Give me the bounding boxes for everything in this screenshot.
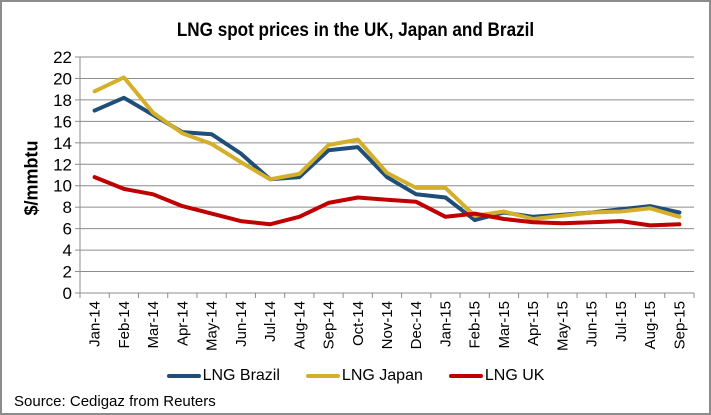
- legend-item-brazil: LNG Brazil: [166, 367, 280, 385]
- y-tick-label: 0: [63, 284, 72, 303]
- y-tick-label: 18: [53, 91, 72, 110]
- x-tick-label: Feb-14: [116, 301, 133, 349]
- y-tick-label: 22: [53, 48, 72, 67]
- x-tick-label: May-15: [554, 301, 571, 351]
- x-tick-label: Jul-15: [613, 301, 630, 342]
- series-line-lng-japan: [92, 75, 682, 221]
- x-tick-label: Aug-14: [291, 301, 308, 349]
- y-tick-label: 16: [53, 112, 72, 131]
- x-tick-label: May-14: [204, 301, 221, 351]
- source-note: Source: Cedigaz from Reuters: [14, 393, 216, 410]
- y-tick-label: 2: [63, 263, 72, 282]
- x-tick-label: Mar-14: [145, 301, 162, 349]
- y-tick-label: 12: [53, 155, 72, 174]
- legend-label-brazil: LNG Brazil: [202, 367, 280, 384]
- y-tick-label: 4: [63, 241, 72, 260]
- y-tick-label: 6: [63, 220, 72, 239]
- x-tick-label: Apr-14: [174, 301, 191, 346]
- x-tick-label: Jun-15: [584, 301, 601, 347]
- x-tick-label: Apr-15: [525, 301, 542, 346]
- x-tick-label: Aug-15: [642, 301, 659, 349]
- y-tick-label: 10: [53, 177, 72, 196]
- legend-label-japan: LNG Japan: [341, 367, 423, 384]
- chart-title: LNG spot prices in the UK, Japan and Bra…: [176, 20, 535, 41]
- legend-item-japan: LNG Japan: [305, 367, 423, 385]
- x-tick-label: Jan-15: [437, 301, 454, 347]
- y-tick-label: 14: [53, 134, 72, 153]
- x-tick-label: Feb-15: [467, 301, 484, 349]
- series-line-lng-uk: [92, 175, 682, 228]
- x-tick-label: Dec-14: [408, 301, 425, 349]
- x-tick-label: Mar-15: [496, 301, 513, 349]
- legend-swatch-uk: [448, 374, 483, 378]
- x-tick-label: Sep-15: [671, 301, 688, 349]
- legend: LNG Brazil LNG Japan LNG UK: [0, 367, 711, 385]
- x-tick-label: Jan-14: [87, 301, 104, 347]
- x-tick-label: Nov-14: [379, 301, 396, 349]
- legend-swatch-brazil: [166, 374, 201, 378]
- y-tick-label: 8: [63, 198, 72, 217]
- x-tick-label: Oct-14: [350, 301, 367, 346]
- x-tick-label: Jun-14: [233, 301, 250, 347]
- legend-swatch-japan: [305, 374, 340, 378]
- legend-item-uk: LNG UK: [448, 367, 545, 385]
- legend-label-uk: LNG UK: [484, 367, 545, 384]
- y-tick-label: 20: [53, 69, 72, 88]
- series-line-lng-brazil: [92, 95, 682, 223]
- x-tick-label: Sep-14: [321, 301, 338, 349]
- x-tick-label: Jul-14: [262, 301, 279, 342]
